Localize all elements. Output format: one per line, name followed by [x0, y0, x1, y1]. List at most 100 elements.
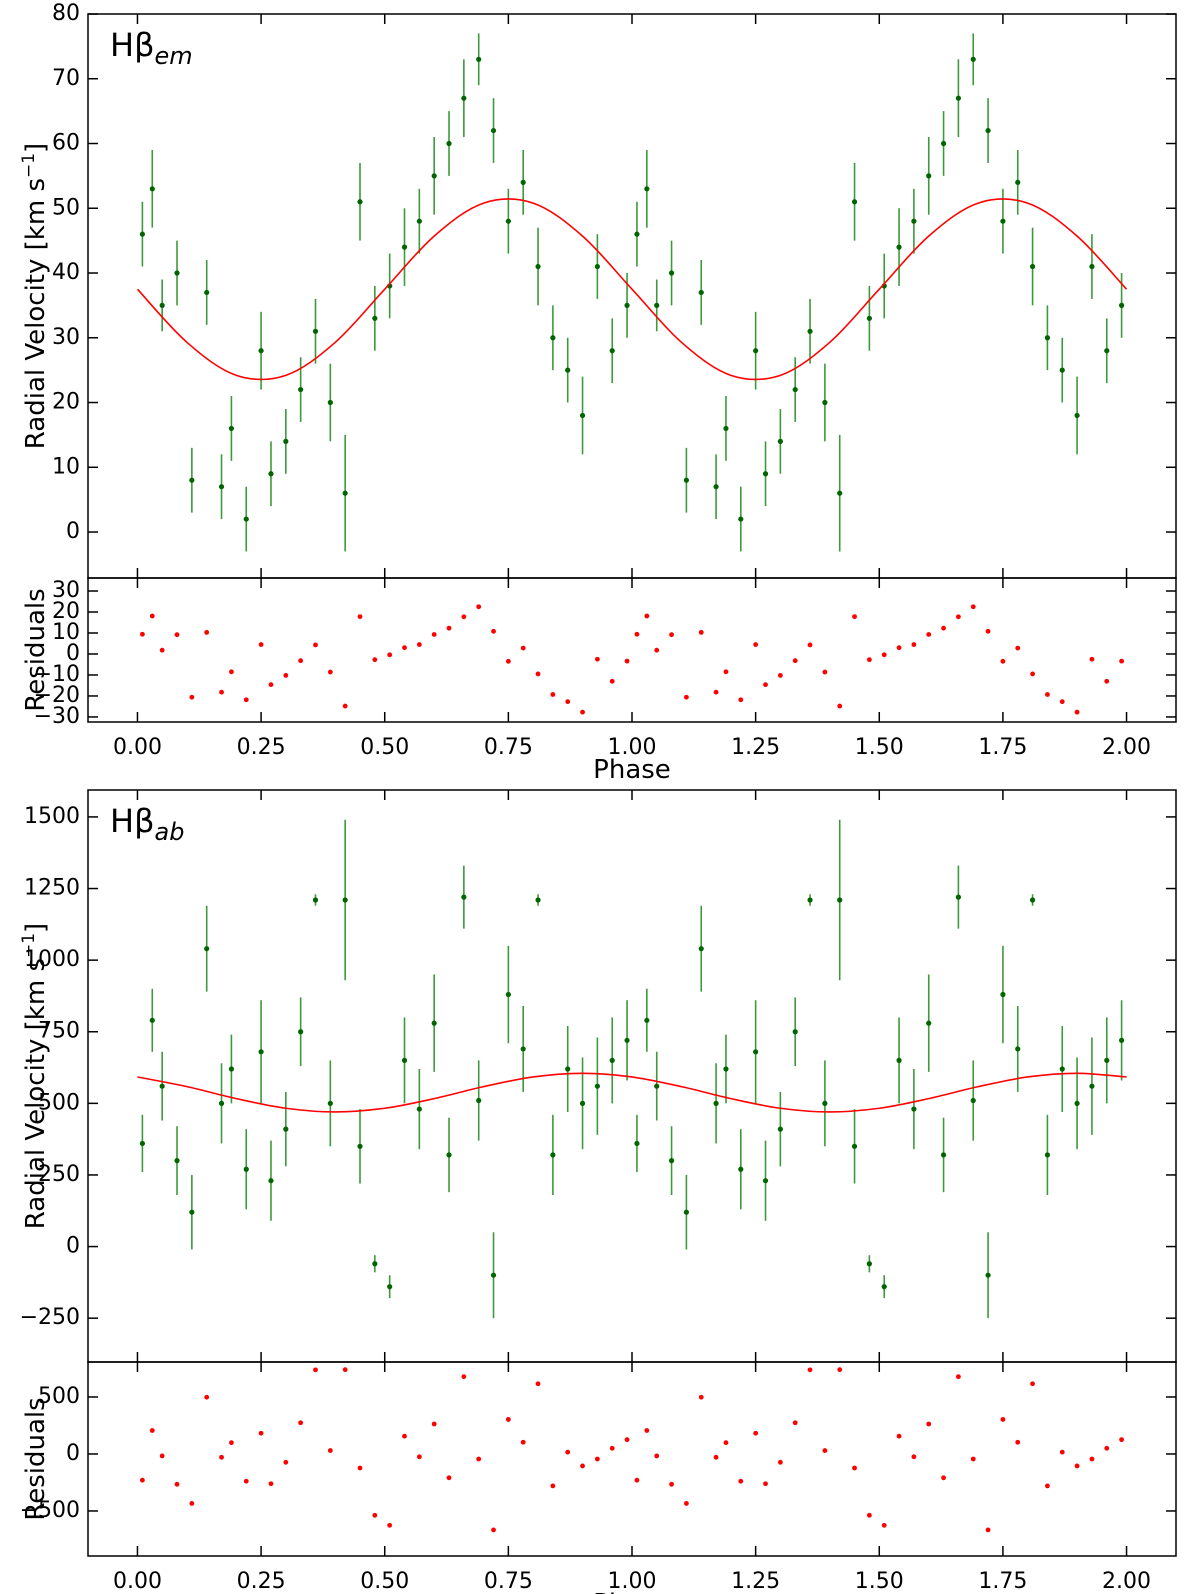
- residual-point: [140, 631, 145, 637]
- data-point: [189, 477, 195, 483]
- residual-point: [881, 1522, 887, 1528]
- residual-point: [1059, 1449, 1065, 1455]
- residual-point: [654, 647, 660, 653]
- data-point: [940, 140, 947, 147]
- data-point: [837, 490, 843, 496]
- data-point: [713, 484, 719, 490]
- residual-point: [387, 1522, 393, 1528]
- data-point: [490, 1272, 497, 1278]
- residual-point: [1030, 1381, 1035, 1387]
- data-point: [149, 186, 155, 192]
- data-point: [822, 1100, 828, 1106]
- residual-point: [896, 645, 902, 651]
- residual-point: [446, 1475, 452, 1481]
- residual-point: [174, 1481, 180, 1487]
- residual-point: [684, 694, 689, 700]
- y-tick-label: 40: [52, 260, 80, 285]
- residual-point: [822, 669, 828, 675]
- data-point: [312, 897, 319, 903]
- residual-point: [738, 697, 744, 703]
- residual-point: [624, 658, 630, 664]
- residual-point: [684, 1501, 689, 1506]
- data-point: [520, 179, 526, 185]
- data-point: [753, 1049, 759, 1055]
- residual-point: [189, 694, 195, 700]
- residual-point: [926, 632, 932, 637]
- data-point: [476, 56, 482, 62]
- y-tick-label: 20: [52, 390, 80, 415]
- residual-point: [763, 1481, 768, 1487]
- data-point: [268, 471, 274, 477]
- residual-point: [837, 703, 843, 709]
- data-point: [926, 173, 932, 179]
- residual-point: [174, 632, 180, 638]
- residual-point: [654, 1453, 660, 1459]
- data-point: [228, 1066, 235, 1072]
- residual-point: [268, 682, 274, 688]
- data-point: [243, 1166, 249, 1172]
- data-point: [683, 477, 690, 483]
- y-axis-label: Radial Velocity [km s−1]: [19, 923, 51, 1229]
- axes-frame: [87, 13, 1177, 579]
- data-point: [1104, 348, 1110, 354]
- x-axis-label: Phase: [593, 755, 671, 785]
- residual-point: [941, 625, 946, 631]
- data-point: [327, 399, 333, 406]
- residual-point: [669, 1481, 674, 1487]
- data-point: [401, 244, 408, 250]
- data-point: [698, 946, 704, 952]
- residual-point: [807, 1367, 813, 1373]
- residual-point: [243, 1478, 249, 1484]
- data-point: [1059, 1066, 1065, 1072]
- fit-curve: [136, 198, 1128, 381]
- residual-point: [342, 703, 348, 709]
- data-point: [416, 1106, 422, 1112]
- data-point: [357, 1143, 363, 1149]
- y-axis-label-text: Residuals: [21, 588, 51, 711]
- y-tick-label: 60: [52, 131, 80, 156]
- data-point: [777, 1126, 783, 1132]
- residual-point: [402, 645, 407, 651]
- residual-point: [283, 672, 289, 678]
- data-point: [837, 897, 843, 903]
- fit-curve: [137, 1072, 1127, 1113]
- data-point: [713, 1100, 719, 1106]
- residual-point: [1015, 1439, 1021, 1445]
- y-tick-label: 750: [38, 1019, 80, 1044]
- data-point: [159, 302, 165, 308]
- residual-point: [698, 629, 704, 635]
- data-point: [985, 127, 991, 134]
- residual-point: [852, 1465, 857, 1471]
- axes-frame: [87, 789, 1177, 1363]
- residual-point: [1030, 671, 1035, 677]
- x-tick-label: 0.50: [360, 735, 409, 760]
- data-point: [159, 1083, 165, 1089]
- data-point: [416, 218, 422, 224]
- x-tick-label: 1.00: [608, 735, 657, 760]
- residual-point: [387, 652, 393, 658]
- y-tick-label: −20: [34, 683, 80, 708]
- residual-point: [609, 678, 615, 684]
- x-tick-label: 1.75: [978, 1569, 1027, 1594]
- y-axis-label-text: Radial Velocity [km s: [21, 178, 51, 449]
- data-point: [1000, 991, 1006, 998]
- y-tick-label: 30: [52, 325, 80, 350]
- residual-point: [491, 1527, 496, 1533]
- data-point: [1044, 1152, 1051, 1158]
- y-tick-label: 20: [52, 599, 80, 624]
- residual-point: [402, 1433, 407, 1439]
- residual-point: [956, 1374, 961, 1380]
- residual-point: [644, 1428, 650, 1433]
- data-point: [609, 1057, 615, 1063]
- residual-point: [753, 1430, 759, 1436]
- data-point: [777, 438, 783, 444]
- data-point: [218, 1100, 225, 1106]
- data-point: [970, 56, 976, 62]
- residual-point: [866, 657, 872, 663]
- data-point: [985, 1272, 991, 1278]
- data-point: [955, 894, 962, 900]
- y-tick-label: 500: [38, 1090, 80, 1115]
- y-tick-label: −500: [20, 1498, 80, 1523]
- data-point: [476, 1097, 482, 1104]
- residual-point: [298, 658, 304, 664]
